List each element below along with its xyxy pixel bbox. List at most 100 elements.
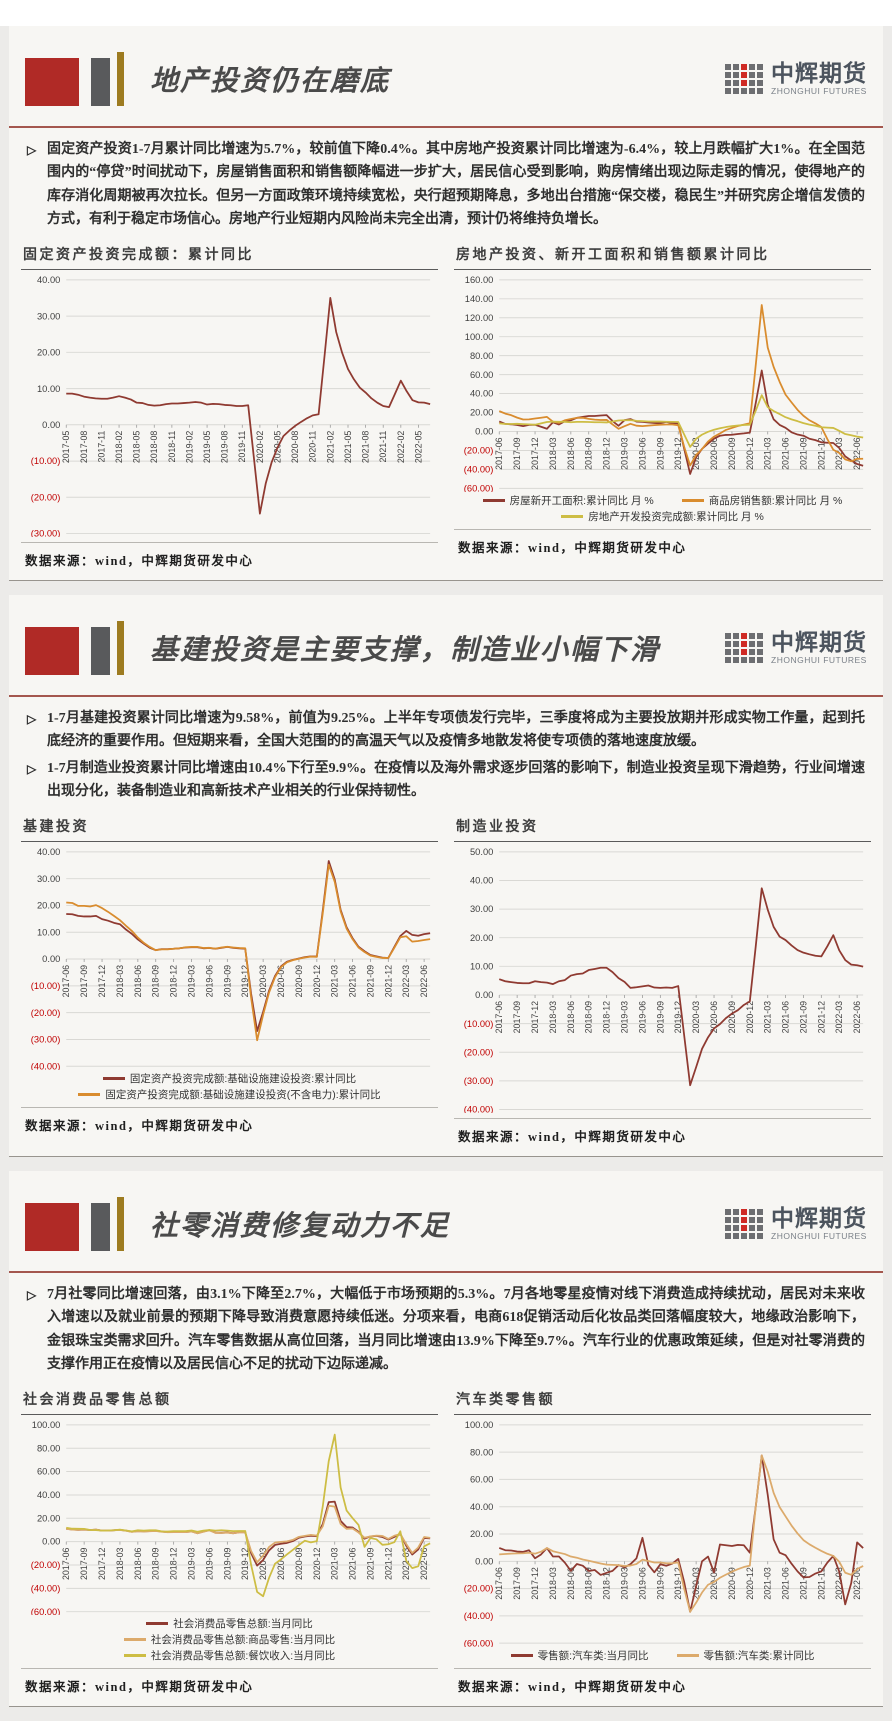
logo-cell <box>749 656 755 663</box>
x-tick-label: 2020-12 <box>745 437 755 470</box>
logo-cell <box>757 71 763 78</box>
logo-cell <box>757 1232 763 1239</box>
y-tick-label: (30.00) <box>31 1034 61 1044</box>
logo-cell <box>757 656 763 663</box>
series-line <box>499 393 864 448</box>
y-tick-label: 60.00 <box>470 369 493 379</box>
charts-row: 社会消费品零售总额 100.00 80.00 60.00 40.00 20.00 0.00… <box>9 1384 883 1705</box>
x-tick-label: 2018-12 <box>169 964 179 997</box>
y-tick-label: (60.00) <box>464 1638 494 1647</box>
legend-label: 房屋新开工面积:累计同比 月 % <box>509 494 654 507</box>
y-tick-label: (40.00) <box>31 1583 61 1593</box>
logo-cell <box>757 63 763 70</box>
legend-item: 零售额:汽车类:当月同比 <box>510 1648 649 1663</box>
x-tick-label: 2019-02 <box>184 430 194 463</box>
legend-item: 零售额:汽车类:累计同比 <box>676 1648 814 1663</box>
chart-svg: 50.00 40.00 30.00 20.00 10.00 0.00 (10.00) (20.… <box>464 847 864 1113</box>
logo-cell <box>757 87 763 94</box>
x-tick-label: 2021-06 <box>780 1000 790 1033</box>
bullet-item: ▷ 7月社零同比增速回落，由3.1%下降至2.7%，大幅低于市场预期的5.3%。… <box>27 1283 865 1377</box>
y-tick-label: (30.00) <box>464 1076 494 1086</box>
legend-item: 固定资产投资完成额:基础设施建设投资:累计同比 <box>102 1071 357 1086</box>
x-tick-label: 2020-12 <box>312 964 322 997</box>
x-tick-label: 2021-06 <box>347 964 357 997</box>
brand-subtitle: ZHONGHUI FUTURES <box>771 86 867 96</box>
data-source-text: 数据来源：wind，中辉期货研发中心 <box>454 1118 871 1154</box>
x-tick-label: 2019-05 <box>202 430 212 463</box>
x-tick-label: 2021-03 <box>763 1567 773 1600</box>
y-tick-label: (40.00) <box>464 464 494 474</box>
logo-cell <box>749 648 755 655</box>
legend-swatch-icon <box>123 1654 146 1658</box>
bullet-list: ▷ 7月社零同比增速回落，由3.1%下降至2.7%，大幅低于市场预期的5.3%。… <box>9 1273 883 1384</box>
charts-row: 固定资产投资完成额：累计同比 40.00 30.00 20.00 10.00 0.00 (… <box>9 239 883 579</box>
logo-cell <box>741 1224 747 1231</box>
logo-cell <box>757 1224 763 1231</box>
y-tick-label: (10.00) <box>464 1018 494 1028</box>
x-tick-label: 2017-09 <box>79 964 89 997</box>
title-bar-red <box>25 1202 79 1251</box>
logo-cell <box>725 71 731 78</box>
legend-swatch-icon <box>681 498 704 502</box>
legend-swatch-icon <box>102 1076 125 1080</box>
x-tick-label: 2017-09 <box>512 437 522 470</box>
x-tick-label: 2019-06 <box>637 1567 647 1600</box>
brand-text: 中辉期货 ZHONGHUI FUTURES <box>771 631 867 665</box>
title-bar-gold <box>117 51 124 106</box>
x-tick-label: 2017-06 <box>494 1567 504 1600</box>
y-tick-label: (30.00) <box>31 528 61 537</box>
chart-legend: 房屋新开工面积:累计同比 月 % 商品房销售额:累计同比 月 % 房地产开发投资完成… <box>454 493 871 524</box>
x-tick-label: 2018-08 <box>149 430 159 463</box>
x-tick-label: 2020-09 <box>294 1547 304 1580</box>
y-tick-label: 20.00 <box>470 407 493 417</box>
legend-row: 房地产开发投资完成额:累计同比 月 % <box>454 509 871 524</box>
x-tick-label: 2018-03 <box>548 1000 558 1033</box>
legend-label: 固定资产投资完成额:基础设施建设投资:累计同比 <box>129 1072 357 1085</box>
y-tick-label: 40.00 <box>37 275 60 285</box>
section-title: 基建投资是主要支撑，制造业小幅下滑 <box>150 634 661 666</box>
data-source-text: 数据来源：wind，中辉期货研发中心 <box>21 542 438 578</box>
logo-cell <box>733 648 739 655</box>
x-tick-label: 2019-03 <box>619 1567 629 1600</box>
x-tick-label: 2021-03 <box>763 1000 773 1033</box>
brand-subtitle: ZHONGHUI FUTURES <box>771 655 867 666</box>
y-tick-label: 40.00 <box>37 1490 60 1500</box>
legend-swatch-icon <box>561 514 584 518</box>
x-tick-label: 2017-09 <box>79 1547 89 1580</box>
y-tick-label: 80.00 <box>37 1443 60 1453</box>
x-tick-label: 2018-09 <box>151 1547 161 1580</box>
y-tick-label: 30.00 <box>37 311 60 321</box>
section-title: 地产投资仍在磨底 <box>150 65 391 97</box>
x-tick-label: 2020-12 <box>745 1000 755 1033</box>
logo-cell <box>741 63 747 70</box>
x-tick-label: 2020-09 <box>294 964 304 997</box>
y-tick-label: (20.00) <box>464 1583 494 1593</box>
x-tick-label: 2021-09 <box>365 964 375 997</box>
x-tick-label: 2017-12 <box>97 1547 107 1580</box>
header-rule <box>9 1270 883 1273</box>
legend-swatch-icon <box>676 1653 699 1657</box>
y-tick-label: 0.00 <box>42 1536 60 1546</box>
x-tick-label: 2021-12 <box>816 437 826 470</box>
bullet-item: ▷ 固定资产投资1-7月累计同比增速为5.7%，较前值下降0.4%。其中房地产投… <box>27 138 865 232</box>
series-line <box>66 863 431 1041</box>
chart-title: 汽车类零售额 <box>454 1386 871 1415</box>
logo-cell <box>749 640 755 647</box>
logo-cell <box>757 1208 763 1215</box>
title-bar-red <box>25 57 79 106</box>
series-line <box>66 859 431 1032</box>
logo-cell <box>725 656 731 663</box>
x-tick-label: 2021-12 <box>383 964 393 997</box>
y-tick-label: 120.00 <box>465 312 494 322</box>
brand-logo: 中辉期货 ZHONGHUI FUTURES <box>725 62 867 96</box>
x-tick-label: 2021-09 <box>798 1000 808 1033</box>
y-tick-label: 140.00 <box>465 294 494 304</box>
brand-name: 中辉期货 <box>771 1205 867 1232</box>
chart-title: 房地产投资、新开工面积和销售额累计同比 <box>454 241 871 270</box>
logo-cell <box>733 640 739 647</box>
data-source-text: 数据来源：wind，中辉期货研发中心 <box>454 1667 871 1704</box>
x-tick-label: 2017-06 <box>61 964 71 997</box>
x-tick-label: 2019-03 <box>186 1547 196 1580</box>
logo-cell <box>757 1216 763 1223</box>
logo-cell <box>733 87 739 94</box>
